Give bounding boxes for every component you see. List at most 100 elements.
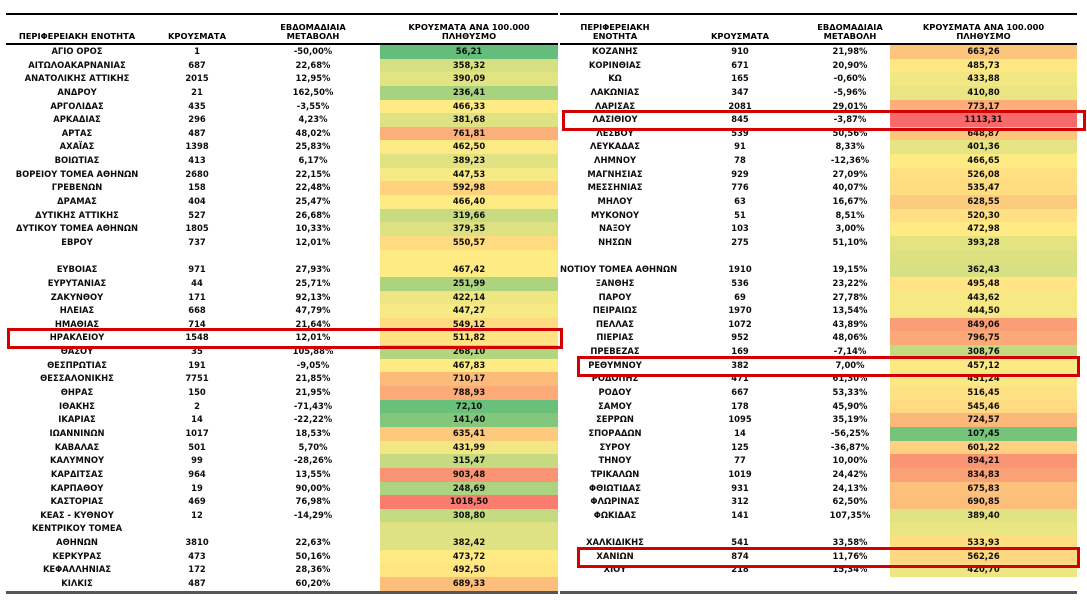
weekly-change-cell: 50,16% [295, 550, 331, 561]
cases-per-100k-cell: 485,73 [890, 58, 1077, 73]
cases-cell: 35 [191, 346, 203, 357]
region-name-cell: ΧΑΝΙΩΝ [596, 550, 634, 561]
region-name-cell: ΘΑΣΟΥ [60, 346, 94, 357]
cases-cell: 668 [188, 305, 206, 316]
region-name-cell: ΚΑΒΑΛΑΣ [54, 441, 100, 452]
region-name-cell: ΙΚΑΡΙΑΣ [58, 414, 96, 425]
table-row: ΘΗΡΑΣ 150 21,95% 788,93 [6, 386, 558, 400]
weekly-change-cell: 22,63% [295, 537, 331, 548]
cases-cell: 874 [731, 550, 749, 561]
region-name-cell: ΗΛΕΙΑΣ [59, 305, 95, 316]
cases-cell: 275 [731, 236, 749, 247]
cases-cell: 536 [731, 277, 749, 288]
cases-per-100k-cell: 443,62 [890, 290, 1077, 305]
region-name-cell: ΑΘΗΝΩΝ [56, 537, 98, 548]
header-weekly-change: ΕΒΔΟΜΑΔΙΑΙΑ ΜΕΤΑΒΟΛΗ [280, 21, 346, 42]
table-row: ΚΕΦΑΛΛΗΝΙΑΣ 172 28,36% 492,50 [6, 563, 558, 577]
cases-per-100k-cell: 422,14 [380, 290, 558, 305]
table-row: ΧΑΝΙΩΝ 874 11,76% 562,26 [560, 549, 1077, 564]
cases-per-100k-cell: 141,40 [380, 413, 558, 427]
cases-cell: 964 [188, 468, 206, 479]
table-row: ΑΡΚΑΔΙΑΣ 296 4,23% 381,68 [6, 113, 558, 127]
cases-cell: 845 [731, 114, 749, 125]
weekly-change-cell: 27,93% [295, 264, 331, 275]
cases-per-100k-cell: 358,32 [380, 58, 558, 73]
weekly-change-cell: 21,95% [295, 387, 331, 398]
cases-cell: 931 [731, 482, 749, 493]
table-row: ΛΑΡΙΣΑΣ 2081 29,01% 773,17 [560, 99, 1077, 114]
cases-cell [148, 522, 246, 536]
weekly-change-cell [810, 577, 890, 591]
cases-per-100k-cell: 628,55 [890, 195, 1077, 209]
weekly-change-cell: 10,33% [295, 223, 331, 234]
cases-cell: 487 [188, 577, 206, 588]
region-name-cell: ΝΗΣΩΝ [598, 236, 632, 247]
table-row: ΚΩ 165 -0,60% 433,88 [560, 72, 1077, 86]
weekly-change-cell: 20,90% [832, 59, 868, 70]
weekly-change-cell: 21,85% [295, 373, 331, 384]
table-row: ΣΥΡΟΥ 125 -36,87% 601,22 [560, 440, 1077, 455]
cases-per-100k-cell: 389,40 [890, 508, 1077, 523]
region-name-cell: ΛΑΣΙΘΙΟΥ [592, 114, 638, 125]
cases-per-100k-cell: 849,06 [890, 317, 1077, 332]
weekly-change-cell: 13,54% [832, 305, 868, 316]
table-row [560, 577, 1077, 591]
cases-per-100k-cell: 381,68 [380, 113, 558, 127]
cases-cell: 44 [191, 277, 203, 288]
table-row: ΘΕΣΠΡΩΤΙΑΣ 191 -9,05% 467,83 [6, 358, 558, 373]
cases-per-100k-cell: 710,17 [380, 372, 558, 387]
cases-per-100k-cell: 251,99 [380, 276, 558, 291]
weekly-change-cell: 107,35% [829, 509, 871, 520]
region-name-cell: ΑΧΑΪΑΣ [59, 141, 95, 152]
weekly-change-cell: 12,01% [295, 332, 331, 343]
weekly-change-cell: 19,15% [832, 264, 868, 275]
cases-cell: 1805 [185, 223, 209, 234]
cases-per-100k-cell: 467,83 [380, 358, 558, 373]
cases-cell: 99 [191, 455, 203, 466]
region-name-cell: ΘΕΣΣΑΛΟΝΙΚΗΣ [40, 373, 114, 384]
cases-per-100k-cell: 834,83 [890, 467, 1077, 482]
cases-cell: 296 [188, 114, 206, 125]
cases-per-100k-cell: 648,87 [890, 126, 1077, 141]
weekly-change-cell: -3,87% [833, 114, 867, 125]
cases-per-100k-cell: 724,57 [890, 413, 1077, 427]
cases-per-100k-cell [890, 522, 1077, 537]
weekly-change-cell: 12,95% [295, 73, 331, 84]
cases-cell [670, 577, 810, 591]
table-row: ΑΙΤΩΛΟΑΚΑΡΝΑΝΙΑΣ 687 22,68% 358,32 [6, 58, 558, 73]
header-cases-per-100k: ΚΡΟΥΣΜΑΤΑ ΑΝΑ 100.000 ΠΛΗΘΥΣΜΟ [408, 21, 530, 42]
table-row: ΡΟΔΟΥ 667 53,33% 516,45 [560, 386, 1077, 400]
table-header-left: ΠΕΡΙΦΕΡΕΙΑΚΗ ΕΝΟΤΗΤΑ ΚΡΟΥΣΜΑΤΑ ΕΒΔΟΜΑΔΙΑ… [6, 13, 558, 45]
table-row: ΚΕΡΚΥΡΑΣ 473 50,16% 473,72 [6, 549, 558, 564]
cases-per-100k-cell: 466,40 [380, 195, 558, 209]
table-row: ΕΥΒΟΙΑΣ 971 27,93% 467,42 [6, 263, 558, 277]
cases-cell: 413 [188, 155, 206, 166]
weekly-change-cell: 12,01% [295, 236, 331, 247]
table-row: ΒΟΙΩΤΙΑΣ 413 6,17% 389,23 [6, 154, 558, 168]
regional-table-right: ΠΕΡΙΦΕΡΕΙΑΚΗ ΕΝΟΤΗΤΑ ΚΡΟΥΣΜΑΤΑ ΕΒΔΟΜΑΔΙΑ… [560, 13, 1077, 594]
weekly-change-cell: 22,15% [295, 168, 331, 179]
weekly-change-cell: -14,29% [293, 509, 333, 520]
cases-per-100k-cell: 533,93 [890, 536, 1077, 550]
cases-per-100k-cell: 473,72 [380, 549, 558, 564]
cases-per-100k-cell: 516,45 [890, 386, 1077, 400]
cases-per-100k-cell: 444,50 [890, 304, 1077, 318]
table-row: ΠΑΡΟΥ 69 27,78% 443,62 [560, 290, 1077, 305]
cases-cell: 541 [731, 537, 749, 548]
region-name-cell: ΗΡΑΚΛΕΙΟΥ [49, 332, 105, 343]
table-row: ΙΚΑΡΙΑΣ 14 -22,22% 141,40 [6, 413, 558, 427]
cases-per-100k-cell: 903,48 [380, 467, 558, 482]
weekly-change-cell: 25,47% [295, 196, 331, 207]
cases-per-100k-cell: 549,12 [380, 317, 558, 332]
cases-cell: 19 [191, 482, 203, 493]
weekly-change-cell: 29,01% [832, 100, 868, 111]
cases-per-100k-cell: 420,70 [890, 563, 1077, 577]
weekly-change-cell: 48,06% [832, 332, 868, 343]
cases-cell: 125 [731, 441, 749, 452]
cases-per-100k-cell: 773,17 [890, 99, 1077, 114]
region-name-cell: ΒΟΡΕΙΟΥ ΤΟΜΕΑ ΑΘΗΝΩΝ [15, 168, 139, 179]
region-name-cell: ΡΕΘΥΜΝΟΥ [588, 359, 642, 370]
region-name-cell: ΚΕΑΣ - ΚΥΘΝΟΥ [40, 509, 114, 520]
header-cases: ΚΡΟΥΣΜΑΤΑ [168, 31, 226, 42]
cases-per-100k-cell: 689,33 [380, 576, 558, 591]
